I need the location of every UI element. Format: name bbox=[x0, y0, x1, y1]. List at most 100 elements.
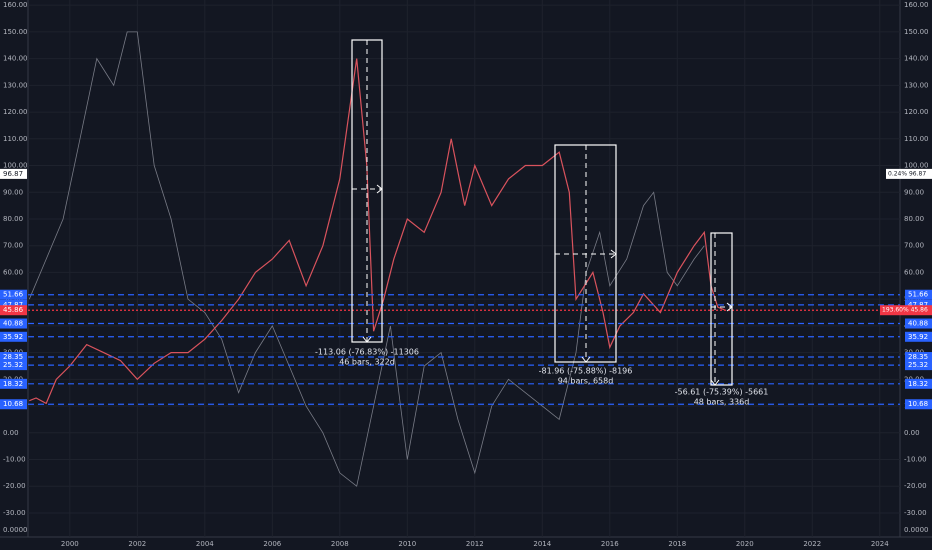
y-tick-label: -30.00 bbox=[3, 509, 26, 517]
level-label-bg bbox=[905, 352, 932, 363]
level-label: 35.92 bbox=[3, 333, 23, 341]
level-label-bg bbox=[905, 378, 932, 389]
level-label: 18.32 bbox=[3, 380, 23, 388]
level-label: 51.66 bbox=[3, 291, 24, 299]
price-label: 96.87 bbox=[3, 170, 23, 178]
y-tick-label: -10.00 bbox=[904, 456, 927, 464]
y-tick-label: 90.00 bbox=[904, 188, 924, 196]
y-tick-label: 80.00 bbox=[3, 215, 23, 223]
y-tick-label: 70.00 bbox=[904, 242, 924, 250]
level-label-bg bbox=[0, 299, 27, 310]
level-label: 40.88 bbox=[908, 320, 928, 328]
y-bottom-label: 0.0000 bbox=[904, 526, 929, 534]
level-label-bg bbox=[0, 352, 27, 363]
y-tick-label: 120.00 bbox=[904, 108, 929, 116]
measure-label: -81.96 (-75.88%) -8196 bbox=[539, 367, 633, 376]
level-label-bg bbox=[0, 289, 27, 300]
y-tick-label: -10.00 bbox=[3, 456, 26, 464]
series-line bbox=[28, 31, 705, 487]
level-label-bg bbox=[905, 289, 932, 300]
level-label-bg bbox=[880, 305, 932, 316]
y-tick-label: 100.00 bbox=[3, 162, 28, 170]
x-tick-label: 2004 bbox=[196, 540, 214, 548]
y-tick-label: 70.00 bbox=[3, 242, 23, 250]
series-line bbox=[29, 58, 725, 405]
price-label: 0.24% 96.87 bbox=[888, 170, 926, 177]
level-label: 28.35 bbox=[3, 353, 23, 361]
y-tick-label: 60.00 bbox=[3, 268, 23, 276]
y-tick-label: 100.00 bbox=[904, 162, 929, 170]
arrow-head bbox=[581, 356, 591, 363]
x-tick-label: 2022 bbox=[803, 540, 821, 548]
level-label: 193.60% 45.86 bbox=[882, 307, 928, 314]
y-tick-label: 110.00 bbox=[904, 135, 929, 143]
arrow-head bbox=[726, 302, 733, 312]
level-label-bg bbox=[0, 378, 27, 389]
y-tick-label: 160.00 bbox=[904, 1, 929, 9]
y-tick-label: 150.00 bbox=[904, 28, 929, 36]
level-label: 25.32 bbox=[3, 361, 23, 369]
x-tick-label: 2016 bbox=[601, 540, 619, 548]
x-tick-label: 2014 bbox=[533, 540, 551, 548]
y-tick-label: 110.00 bbox=[3, 135, 28, 143]
level-label-bg bbox=[905, 399, 932, 410]
y-tick-label: 120.00 bbox=[3, 108, 28, 116]
y-bottom-label: 0.0000 bbox=[3, 526, 28, 534]
y-tick-label: 0.00 bbox=[3, 429, 19, 437]
y-tick-label: 60.00 bbox=[904, 268, 924, 276]
y-tick-label: 150.00 bbox=[3, 28, 28, 36]
x-tick-label: 2008 bbox=[331, 540, 349, 548]
y-tick-label: 80.00 bbox=[904, 215, 924, 223]
level-label: 18.32 bbox=[908, 380, 928, 388]
arrow-head bbox=[376, 184, 383, 194]
y-tick-label: 160.00 bbox=[3, 1, 28, 9]
x-tick-label: 2000 bbox=[61, 540, 79, 548]
measure-label: 46 bars, 322d bbox=[339, 358, 395, 367]
measure-label: -56.61 (-75.39%) -5661 bbox=[675, 388, 769, 397]
x-tick-label: 2020 bbox=[736, 540, 754, 548]
arrow-head bbox=[710, 379, 720, 386]
level-label-bg bbox=[905, 299, 932, 310]
level-label: 40.88 bbox=[3, 320, 23, 328]
arrow-head bbox=[610, 249, 617, 259]
level-label: 51.66 bbox=[908, 291, 929, 299]
level-label-bg bbox=[0, 305, 27, 316]
level-label: 35.92 bbox=[908, 333, 928, 341]
level-label: 10.68 bbox=[3, 400, 23, 408]
x-tick-label: 2018 bbox=[668, 540, 686, 548]
level-label: 25.32 bbox=[908, 361, 928, 369]
level-label-bg bbox=[905, 331, 932, 342]
x-tick-label: 2006 bbox=[263, 540, 281, 548]
level-label-bg bbox=[905, 360, 932, 371]
y-tick-label: 0.00 bbox=[904, 429, 920, 437]
price-label-bg bbox=[0, 168, 27, 179]
measure-label: 48 bars, 336d bbox=[694, 398, 750, 407]
level-label: 10.68 bbox=[908, 400, 928, 408]
level-label-bg bbox=[905, 318, 932, 329]
measure-label: -113.06 (-76.83%) -11306 bbox=[315, 348, 419, 357]
level-label-bg bbox=[0, 318, 27, 329]
measure-box bbox=[710, 232, 733, 386]
price-label-bg bbox=[886, 168, 932, 179]
measure-label: 94 bars, 658d bbox=[558, 377, 614, 386]
x-tick-label: 2002 bbox=[128, 540, 146, 548]
arrow-head bbox=[362, 336, 372, 343]
x-tick-label: 2012 bbox=[466, 540, 484, 548]
level-label: 47.87 bbox=[908, 301, 928, 309]
x-tick-label: 2024 bbox=[871, 540, 889, 548]
level-label-bg bbox=[0, 331, 27, 342]
y-tick-label: -20.00 bbox=[3, 482, 26, 490]
x-tick-label: 2010 bbox=[398, 540, 416, 548]
level-label: 47.87 bbox=[3, 301, 23, 309]
y-tick-label: 90.00 bbox=[3, 188, 23, 196]
y-tick-label: 130.00 bbox=[3, 81, 28, 89]
level-label-bg bbox=[0, 360, 27, 371]
y-tick-label: 130.00 bbox=[904, 81, 929, 89]
level-label: 28.35 bbox=[908, 353, 928, 361]
y-tick-label: -30.00 bbox=[904, 509, 927, 517]
level-label-bg bbox=[0, 399, 27, 410]
y-tick-label: 140.00 bbox=[904, 55, 929, 63]
level-label: 45.86 bbox=[3, 306, 24, 314]
